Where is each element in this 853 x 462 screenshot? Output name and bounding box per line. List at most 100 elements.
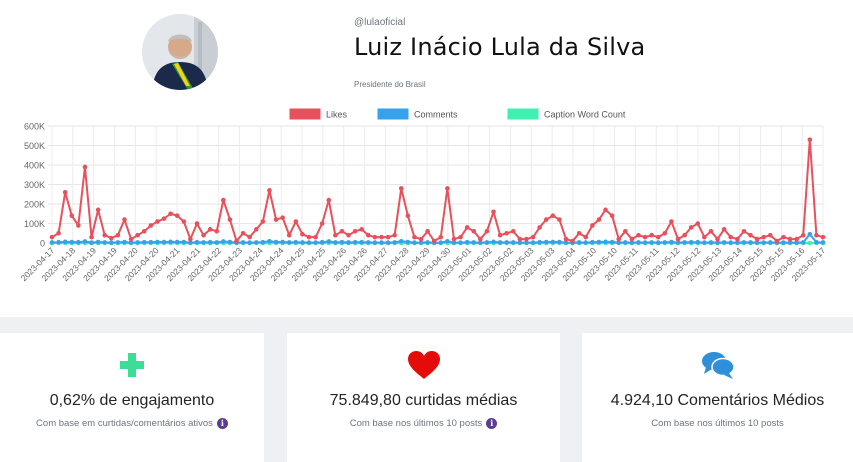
data-point (662, 230, 668, 236)
data-point (76, 239, 81, 245)
info-icon[interactable]: i (216, 418, 228, 429)
likes-sub-text: Com base nos últimos 10 posts (349, 418, 483, 429)
data-point (590, 239, 595, 245)
data-point (214, 229, 220, 234)
data-point (642, 240, 648, 245)
engagement-sub: Com base em curtidas/comentários ativos … (0, 418, 264, 429)
data-point (748, 240, 753, 245)
likes-card: 75.849,80 curtidas médias Com base nos ú… (287, 333, 560, 462)
data-point (141, 229, 147, 234)
data-point (728, 234, 734, 240)
data-point (161, 216, 167, 221)
data-point (609, 213, 615, 218)
data-point (682, 240, 687, 245)
y-tick-label: 0 (40, 239, 45, 249)
data-point (576, 240, 582, 245)
data-point (128, 240, 134, 245)
data-point (767, 232, 773, 238)
data-point (543, 217, 549, 222)
data-point (122, 217, 127, 222)
comments-card: 4.924,10 Comentários Médios Com base nos… (582, 333, 853, 462)
data-point (662, 240, 668, 245)
data-point (445, 238, 450, 244)
data-point (188, 236, 193, 242)
data-point (194, 221, 200, 226)
comments-sub-text: Com base nos últimos 10 posts (651, 418, 784, 429)
data-point (550, 239, 556, 245)
profile-avatar (142, 14, 218, 90)
data-point (280, 215, 285, 220)
data-point (115, 232, 121, 238)
comments-value: 4.924,10 Comentários Médios (610, 392, 825, 409)
data-point (95, 239, 101, 245)
data-point (557, 239, 562, 245)
data-point (451, 240, 457, 245)
data-point (741, 229, 747, 234)
data-point (273, 239, 279, 245)
data-point (253, 227, 259, 232)
likes-value: 75.849,80 curtidas médias (329, 392, 518, 409)
data-point (524, 236, 529, 242)
y-tick-label: 500K (24, 141, 45, 151)
data-point (293, 239, 299, 245)
data-point (478, 236, 483, 242)
data-point (550, 213, 556, 218)
data-point (767, 240, 773, 245)
data-point (517, 236, 523, 242)
data-point (385, 234, 391, 240)
data-point (247, 234, 252, 240)
data-point (148, 239, 154, 245)
data-point (240, 240, 246, 245)
y-tick-label: 200K (24, 200, 45, 210)
data-point (339, 239, 345, 245)
data-point (682, 232, 687, 238)
data-point (62, 239, 68, 245)
data-point (524, 240, 529, 245)
info-icon[interactable]: i (486, 418, 498, 429)
data-point (300, 240, 305, 245)
data-point (181, 239, 187, 245)
data-point (471, 240, 477, 245)
data-point (596, 239, 602, 245)
data-point (735, 240, 740, 245)
data-point (695, 221, 701, 226)
data-point (570, 238, 575, 244)
data-point (405, 213, 411, 218)
legend-label: Caption Word Count (544, 110, 626, 120)
data-point (761, 240, 766, 245)
data-point (530, 234, 536, 240)
series-line-likes (51, 138, 824, 243)
data-point (623, 240, 628, 245)
data-point (326, 239, 332, 244)
data-point (761, 234, 766, 240)
data-point (781, 234, 786, 240)
data-point (715, 236, 720, 242)
data-point (478, 240, 483, 245)
data-point (642, 234, 648, 240)
data-point (128, 236, 134, 242)
data-point (675, 240, 681, 245)
data-point (366, 240, 371, 245)
data-point (445, 186, 450, 191)
data-point (708, 240, 714, 245)
data-point (669, 219, 674, 224)
data-point (207, 227, 213, 232)
data-point (412, 240, 417, 245)
data-point (695, 239, 701, 245)
data-point (49, 240, 55, 245)
data-point (366, 232, 371, 238)
data-point (721, 240, 727, 245)
data-point (438, 234, 444, 240)
legend-swatch (507, 108, 539, 120)
data-point (267, 238, 272, 244)
data-point (781, 240, 786, 245)
data-point (412, 234, 417, 240)
data-point (636, 240, 641, 245)
data-point (89, 240, 94, 245)
data-point (702, 240, 707, 245)
comments-icon (582, 347, 853, 383)
data-point (161, 239, 167, 245)
data-point (807, 240, 813, 246)
data-point (504, 240, 509, 245)
data-point (754, 236, 760, 242)
